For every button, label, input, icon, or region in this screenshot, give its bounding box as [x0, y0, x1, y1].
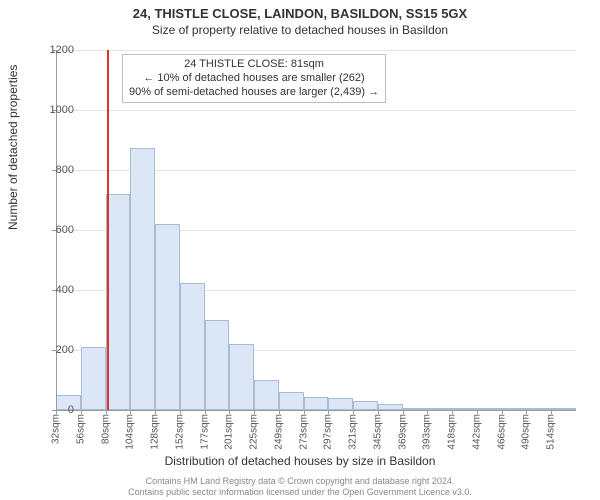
x-tick-label: 369sqm [397, 414, 408, 450]
y-tick-label: 400 [34, 284, 74, 296]
histogram-bar [304, 397, 329, 411]
x-tick-label: 249sqm [273, 414, 284, 450]
chart-container: 24, THISTLE CLOSE, LAINDON, BASILDON, SS… [0, 0, 600, 500]
legend-box: 24 THISTLE CLOSE: 81sqm ← 10% of detache… [122, 54, 386, 103]
chart-title: 24, THISTLE CLOSE, LAINDON, BASILDON, SS… [0, 0, 600, 21]
footer-line-1: Contains HM Land Registry data © Crown c… [0, 476, 600, 487]
y-tick-label: 600 [34, 224, 74, 236]
histogram-bar [205, 320, 230, 410]
x-tick-label: 345sqm [372, 414, 383, 450]
x-tick-label: 152sqm [174, 414, 185, 450]
plot-area: 24 THISTLE CLOSE: 81sqm ← 10% of detache… [56, 50, 576, 410]
x-tick-label: 321sqm [348, 414, 359, 450]
x-tick-label: 466sqm [496, 414, 507, 450]
footer-line-2: Contains public sector information licen… [0, 487, 600, 498]
histogram-bar [279, 392, 304, 410]
x-tick-label: 490sqm [521, 414, 532, 450]
y-tick-label: 1200 [34, 44, 74, 56]
x-tick-label: 128sqm [150, 414, 161, 450]
y-tick-label: 0 [34, 404, 74, 416]
x-tick-label: 177sqm [199, 414, 210, 450]
histogram-bar [81, 347, 106, 410]
y-tick-label: 1000 [34, 104, 74, 116]
property-marker-line [107, 50, 109, 410]
y-tick-label: 800 [34, 164, 74, 176]
y-axis-title: Number of detached properties [6, 65, 20, 230]
histogram-bar [229, 344, 254, 410]
gridline [56, 110, 576, 111]
y-tick-label: 200 [34, 344, 74, 356]
histogram-bar [353, 401, 378, 410]
footer-attribution: Contains HM Land Registry data © Crown c… [0, 476, 600, 498]
x-tick-label: 201sqm [224, 414, 235, 450]
x-tick-label: 514sqm [546, 414, 557, 450]
x-tick-label: 273sqm [298, 414, 309, 450]
x-tick-label: 32sqm [51, 414, 62, 444]
gridline [56, 50, 576, 51]
x-tick-label: 56sqm [75, 414, 86, 444]
histogram-bar [130, 148, 155, 411]
chart-subtitle: Size of property relative to detached ho… [0, 21, 600, 37]
legend-line-larger: 90% of semi-detached houses are larger (… [129, 86, 379, 100]
x-tick-label: 442sqm [471, 414, 482, 450]
histogram-bar [254, 380, 279, 410]
x-tick-label: 393sqm [422, 414, 433, 450]
x-ticks: 32sqm56sqm80sqm104sqm128sqm152sqm177sqm2… [56, 410, 576, 456]
x-tick-label: 104sqm [125, 414, 136, 450]
histogram-bar [155, 224, 180, 410]
x-tick-label: 80sqm [100, 414, 111, 444]
x-axis-title: Distribution of detached houses by size … [0, 454, 600, 468]
x-tick-label: 297sqm [323, 414, 334, 450]
histogram-bar [180, 283, 205, 411]
legend-line-smaller: ← 10% of detached houses are smaller (26… [129, 72, 379, 86]
histogram-bar [328, 398, 353, 410]
x-tick-label: 225sqm [249, 414, 260, 450]
histogram-bar [106, 194, 131, 410]
x-tick-label: 418sqm [447, 414, 458, 450]
legend-line-property: 24 THISTLE CLOSE: 81sqm [129, 58, 379, 72]
